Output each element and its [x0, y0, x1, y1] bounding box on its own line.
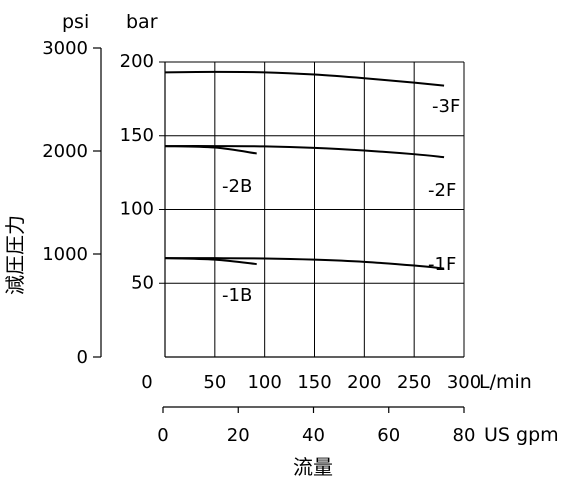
gpm-tick-label: 0 [157, 425, 168, 446]
lpm-tick-label: 0 [141, 372, 152, 393]
y-axis-title: 減圧圧力 [3, 215, 27, 295]
series-label: -3F [432, 96, 460, 117]
psi-tick-label: 2000 [42, 141, 88, 162]
series-label: -2F [428, 180, 456, 201]
bar-tick-label: 100 [120, 199, 154, 220]
psi-ticks: 0 1000 2000 3000 [42, 38, 101, 368]
x-unit-lpm: L/min [479, 371, 532, 393]
x-axis-title: 流量 [293, 455, 333, 479]
psi-tick-label: 3000 [42, 38, 88, 59]
gpm-tick-label: 60 [377, 425, 400, 446]
lpm-tick-label: 200 [347, 372, 381, 393]
gpm-tick-label: 80 [453, 425, 476, 446]
lpm-tick-label: 300 [447, 372, 481, 393]
gpm-tick-label: 40 [302, 425, 325, 446]
series-line [164, 257, 445, 270]
gpm-ticks: 0 20 40 60 80 [157, 407, 475, 446]
gpm-tick-label: 20 [227, 425, 250, 446]
series-label: -2B [222, 176, 252, 197]
lpm-tick-label: 250 [397, 372, 431, 393]
psi-tick-label: 0 [77, 347, 88, 368]
series-line [164, 70, 445, 87]
series-label: -1F [428, 254, 456, 275]
series-label: -1B [222, 285, 252, 306]
bar-ticks: 50 100 150 200 [120, 51, 154, 293]
y-unit-bar: bar [126, 11, 158, 33]
series-line [164, 145, 445, 159]
y-unit-psi: psi [62, 11, 89, 33]
lpm-tick-label: 50 [203, 372, 226, 393]
bar-tick-label: 50 [131, 272, 154, 293]
plot-grid [159, 61, 465, 358]
x-unit-gpm: US gpm [484, 424, 559, 446]
psi-tick-label: 1000 [42, 244, 88, 265]
bar-tick-label: 200 [120, 51, 154, 72]
lpm-tick-label: 150 [297, 372, 331, 393]
series-line [164, 145, 257, 155]
lpm-tick-label: 100 [247, 372, 281, 393]
series-line [164, 257, 257, 266]
data-curves: -3F -2F -2B -1F -1B [164, 70, 460, 306]
bar-tick-label: 150 [120, 125, 154, 146]
lpm-ticks: 0 50 100 150 200 250 300 [141, 372, 481, 393]
